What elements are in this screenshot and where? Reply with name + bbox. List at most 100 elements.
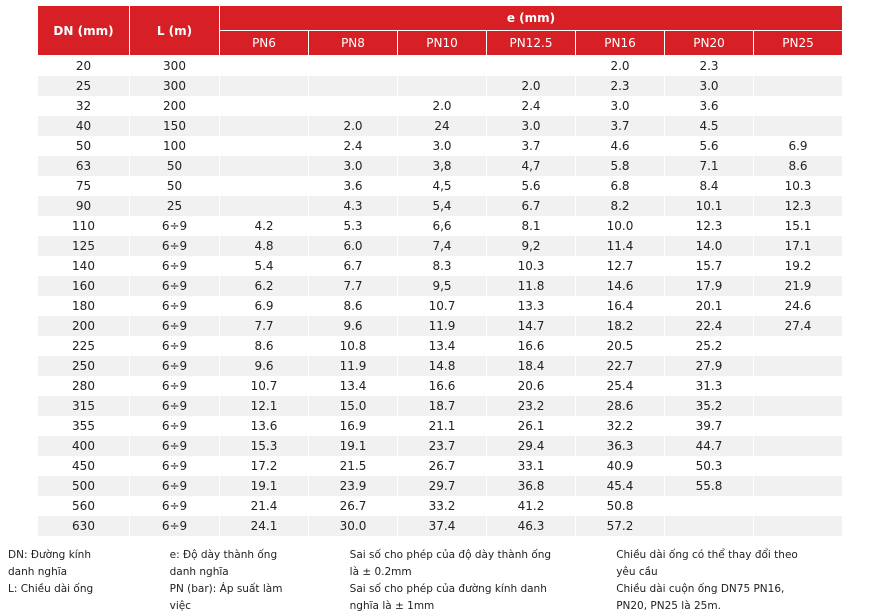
table-cell: 2.0 [397,96,487,116]
table-cell: 7.1 [664,156,754,176]
table-cell: 55.8 [664,476,754,496]
table-cell [219,55,309,76]
table-cell: 9,5 [397,276,487,296]
table-cell: 12.3 [753,196,843,216]
table-cell: 40.9 [575,456,665,476]
table-cell: 9,2 [486,236,576,256]
table-cell [219,96,309,116]
table-cell: 6÷9 [129,356,220,376]
table-cell: 25 [37,76,130,96]
table-cell: 280 [37,376,130,396]
table-cell: 9.6 [308,316,398,336]
table-cell: 22.4 [664,316,754,336]
table-cell: 2.0 [575,55,665,76]
table-cell: 2.3 [664,55,754,76]
table-cell [486,55,576,76]
table-cell: 16.4 [575,296,665,316]
note: Sai số cho phép của độ dày thành ống là … [349,549,552,578]
note-column: Sai số cho phép của độ dày thành ống là … [350,547,587,615]
table-cell [308,76,398,96]
table-cell: 6÷9 [129,376,220,396]
table-header: DN (mm) L (m) e (mm) PN6 PN8 PN10 PN12.5 PN16 PN… [37,5,843,56]
table-cell: 5.8 [575,156,665,176]
table-cell: 5.4 [219,256,309,276]
table-cell: 11.9 [397,316,487,336]
table-cell: 28.6 [575,396,665,416]
table-cell: 6÷9 [129,476,220,496]
table-cell: 13.6 [219,416,309,436]
table-cell: 4.5 [664,116,754,136]
table-cell: 17.2 [219,456,309,476]
table-cell [219,196,309,216]
table-cell [397,76,487,96]
table-cell: 36.3 [575,436,665,456]
table-cell: 160 [37,276,130,296]
table-cell: 4,5 [397,176,487,196]
table-cell: 8.2 [575,196,665,216]
table-cell: 32.2 [575,416,665,436]
notes: DN: Đường kính danh nghĩa L: Chiều dài ốn… [8,547,876,615]
table-cell [753,456,843,476]
table-cell [753,356,843,376]
table-row: 63 50 3.0 3,8 4,7 5.8 7.1 8.6 [37,156,843,176]
table-cell: 225 [37,336,130,356]
table-cell [219,136,309,156]
table-cell: 10.3 [486,256,576,276]
table-cell: 13.3 [486,296,576,316]
table-row: 355 6÷9 13.6 16.9 21.1 26.1 32.2 39.7 [37,416,843,436]
table-cell: 500 [37,476,130,496]
table-cell: 140 [37,256,130,276]
note: e: Độ dày thành ống danh nghĩa [169,549,278,578]
table-cell [664,496,754,516]
table-cell [753,436,843,456]
table-cell: 23.2 [486,396,576,416]
table-cell: 46.3 [486,516,576,536]
table-cell: 6÷9 [129,496,220,516]
table-cell [753,516,843,536]
table-cell: 6÷9 [129,336,220,356]
table-cell: 26.7 [308,496,398,516]
table-cell: 19.1 [219,476,309,496]
table-cell: 19.2 [753,256,843,276]
table-cell: 6.2 [219,276,309,296]
table-cell: 6÷9 [129,216,220,236]
table-cell: 16.6 [397,376,487,396]
table-cell: 6÷9 [129,456,220,476]
header-row: PN6 PN8 PN10 PN12.5 PN16 PN20 PN25 [38,30,843,56]
table-cell: 6,6 [397,216,487,236]
table-cell: 36.8 [486,476,576,496]
table-row: 125 6÷9 4.8 6.0 7,4 9,2 11.4 14.0 17.1 [37,236,843,256]
table-cell: 450 [37,456,130,476]
table-cell: 50 [129,156,220,176]
table-cell [753,416,843,436]
table-cell: 15.3 [219,436,309,456]
table-row: 90 25 4.3 5,4 6.7 8.2 10.1 12.3 [37,196,843,216]
table-cell: 14.0 [664,236,754,256]
table-cell: 25.4 [575,376,665,396]
table-cell: 110 [37,216,130,236]
header-row: DN (mm) L (m) e (mm) [37,5,843,56]
table-cell: 14.6 [575,276,665,296]
table-body: 20 300 2.0 2.3 25 300 2.0 2.3 3.0 32 200 2.0 2.4 3.0 3… [37,55,843,536]
table-cell: 17.1 [753,236,843,256]
table-row: 180 6÷9 6.9 8.6 10.7 13.3 16.4 20.1 24.6 [37,296,843,316]
table-cell: 15.0 [308,396,398,416]
table-cell: 3.0 [486,116,576,136]
table-cell [753,396,843,416]
table-row: 110 6÷9 4.2 5.3 6,6 8.1 10.0 12.3 15.1 [37,216,843,236]
header-cell: PN20 [664,30,754,56]
header-cell: PN8 [308,30,398,56]
table-cell: 400 [37,436,130,456]
table-cell: 20 [37,55,130,76]
table-cell: 180 [37,296,130,316]
table-cell: 200 [129,96,220,116]
table-cell: 19.1 [308,436,398,456]
note: PN (bar): Áp suất làm việc [169,583,283,612]
table-cell: 27.4 [753,316,843,336]
table-row: 280 6÷9 10.7 13.4 16.6 20.6 25.4 31.3 [37,376,843,396]
table-cell: 3.0 [397,136,487,156]
table-cell: 12.1 [219,396,309,416]
table-cell: 10.0 [575,216,665,236]
table-row: 500 6÷9 19.1 23.9 29.7 36.8 45.4 55.8 [37,476,843,496]
table-cell: 3,8 [397,156,487,176]
